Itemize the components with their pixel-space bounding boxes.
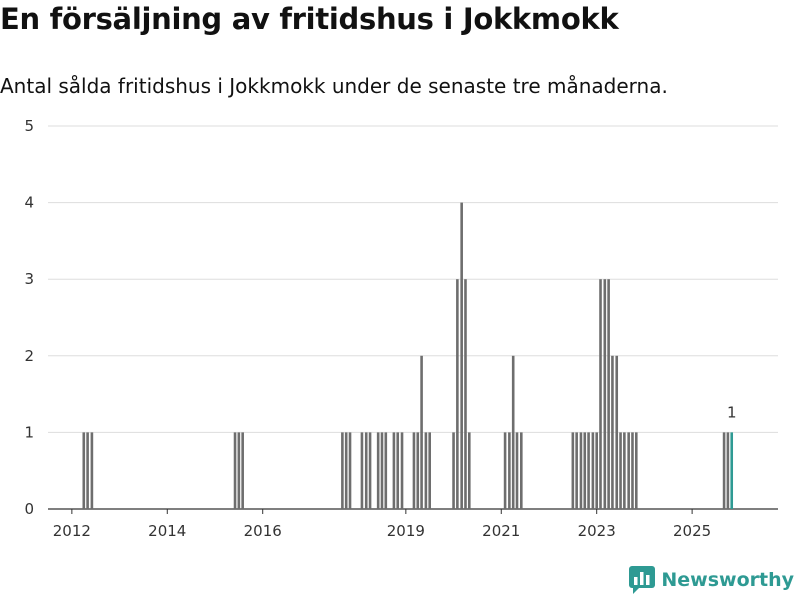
x-tick-label: 2023	[578, 522, 616, 540]
bar	[634, 432, 638, 509]
newsworthy-logo: Newsworthy	[629, 566, 794, 594]
bar	[726, 432, 730, 509]
x-tick-label: 2014	[148, 522, 186, 540]
bar	[464, 279, 467, 509]
bar	[460, 202, 463, 509]
chart-subtitle: Antal sålda fritidshus i Jokkmokk under …	[0, 74, 668, 98]
y-tick-label: 1	[24, 423, 34, 441]
x-tick-label: 2016	[244, 522, 282, 540]
bar	[583, 432, 587, 509]
bar	[591, 432, 595, 509]
bar	[412, 432, 416, 509]
chart-title: En försäljning av fritidshus i Jokkmokk	[0, 2, 619, 36]
bar	[623, 432, 626, 509]
bar	[508, 432, 511, 509]
bar	[420, 355, 423, 509]
bar	[376, 432, 380, 509]
bar-latest	[730, 432, 734, 509]
y-tick-label: 4	[24, 194, 34, 212]
bar	[344, 432, 348, 509]
bar	[587, 432, 590, 509]
bar	[722, 432, 726, 509]
bar	[368, 432, 372, 509]
bar	[631, 432, 634, 509]
bar	[233, 432, 237, 509]
bar	[607, 279, 610, 509]
y-tick-label: 3	[24, 270, 34, 288]
x-tick-label: 2025	[673, 522, 711, 540]
x-tick-label: 2021	[482, 522, 520, 540]
x-tick-label: 2019	[387, 522, 425, 540]
bar	[611, 355, 614, 509]
bar	[571, 432, 575, 509]
bar	[364, 432, 368, 509]
bar	[400, 432, 404, 509]
bar	[380, 432, 384, 509]
bar	[360, 432, 364, 509]
bar	[456, 279, 459, 509]
bar	[515, 432, 519, 509]
bar	[237, 432, 241, 509]
bar	[428, 432, 431, 509]
bar-chart-logo-icon	[629, 566, 656, 594]
bar	[86, 432, 89, 509]
bar	[595, 432, 598, 509]
y-tick-label: 2	[24, 347, 34, 365]
bar	[416, 432, 420, 509]
y-tick-label: 5	[24, 117, 34, 135]
data-label: 1	[727, 403, 737, 421]
bar	[627, 432, 630, 509]
bar	[619, 432, 622, 509]
bar	[392, 432, 396, 509]
bar	[396, 432, 400, 509]
bar	[511, 355, 515, 509]
bar	[615, 355, 619, 509]
brand-name: Newsworthy	[661, 569, 794, 591]
bar	[575, 432, 578, 509]
bar	[348, 432, 352, 509]
bar	[424, 432, 428, 509]
bar	[503, 432, 507, 509]
bar	[452, 432, 455, 509]
bar	[599, 279, 602, 509]
bar	[384, 432, 388, 509]
bar	[468, 432, 471, 509]
bar	[82, 432, 86, 509]
y-tick-label: 0	[24, 500, 34, 518]
bar	[520, 432, 523, 509]
bar	[241, 432, 244, 509]
bar	[603, 279, 607, 509]
x-tick-label: 2012	[53, 522, 91, 540]
bar	[341, 432, 344, 509]
bar	[90, 432, 94, 509]
bar	[579, 432, 583, 509]
